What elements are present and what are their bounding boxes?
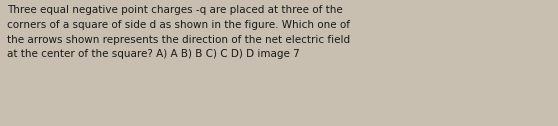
Text: Three equal negative point charges -q are placed at three of the
corners of a sq: Three equal negative point charges -q ar… — [7, 5, 350, 59]
